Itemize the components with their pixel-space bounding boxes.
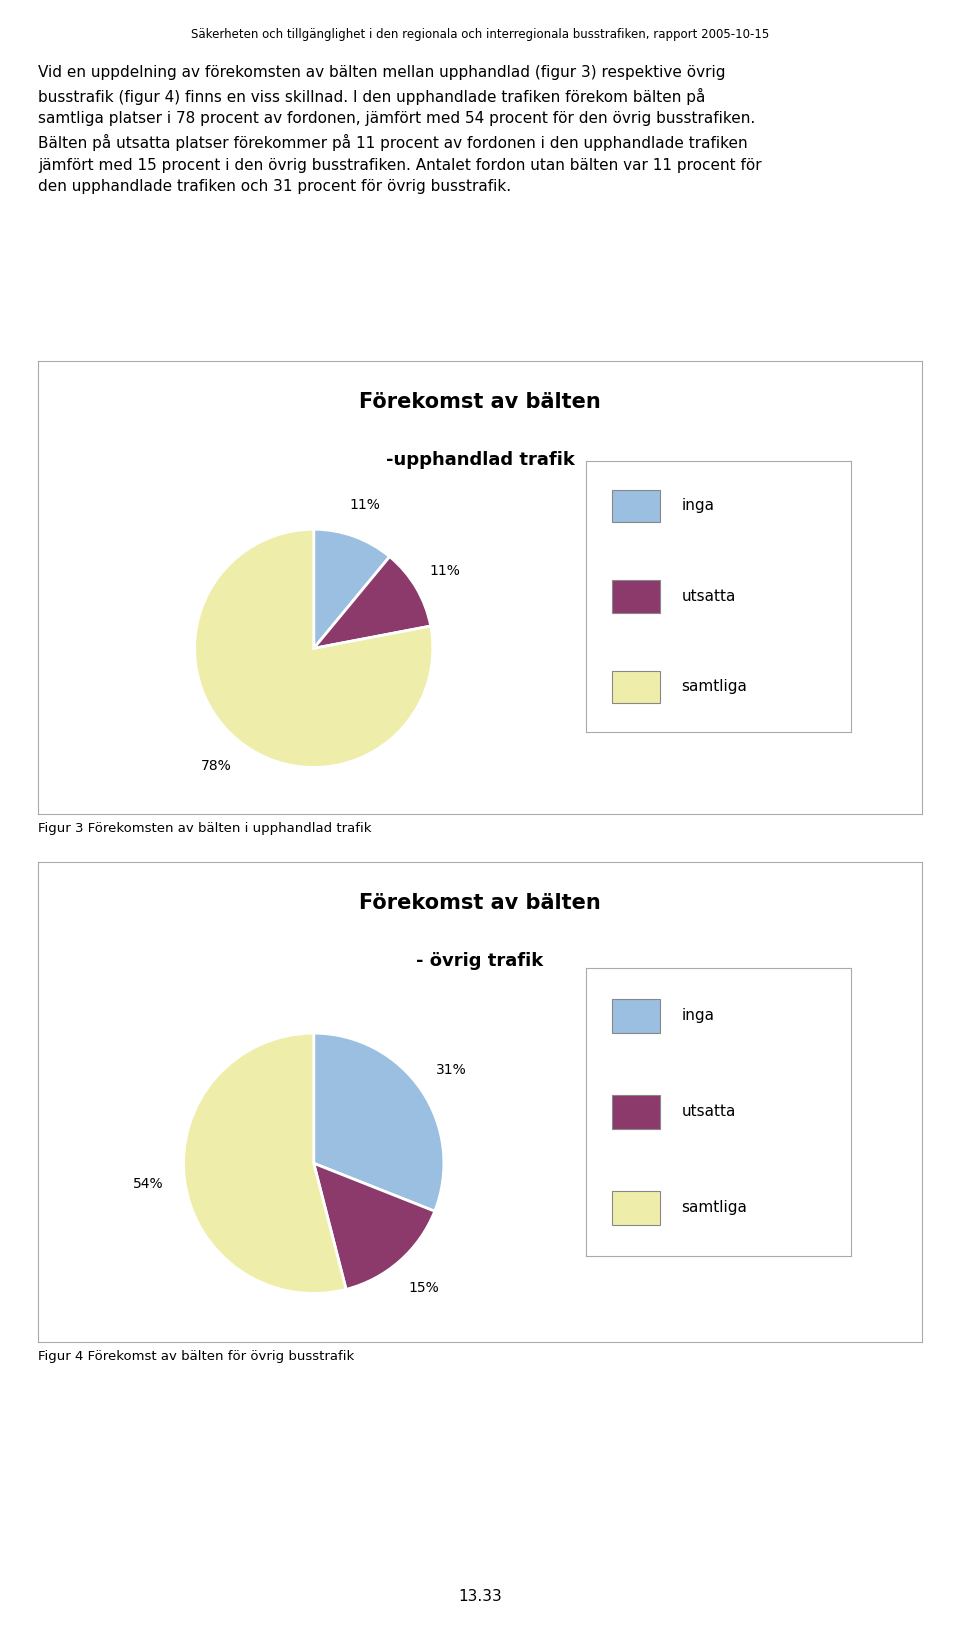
Text: Figur 3 Förekomsten av bälten i upphandlad trafik: Figur 3 Förekomsten av bälten i upphandl… bbox=[38, 822, 372, 835]
Wedge shape bbox=[183, 1033, 347, 1293]
Wedge shape bbox=[314, 1163, 435, 1289]
Bar bbox=[612, 581, 660, 613]
Text: 11%: 11% bbox=[429, 565, 461, 578]
Text: Förekomst av bälten: Förekomst av bälten bbox=[359, 893, 601, 913]
Text: 78%: 78% bbox=[202, 758, 232, 773]
Wedge shape bbox=[314, 556, 431, 648]
Text: utsatta: utsatta bbox=[682, 1105, 735, 1119]
Text: inga: inga bbox=[682, 1009, 714, 1023]
Text: Figur 4 Förekomst av bälten för övrig busstrafik: Figur 4 Förekomst av bälten för övrig bu… bbox=[38, 1350, 354, 1363]
Text: 15%: 15% bbox=[409, 1282, 440, 1295]
Wedge shape bbox=[314, 529, 390, 648]
Bar bbox=[612, 999, 660, 1033]
Text: samtliga: samtliga bbox=[682, 1201, 747, 1215]
Bar bbox=[612, 490, 660, 522]
Text: 54%: 54% bbox=[133, 1178, 164, 1191]
Text: - övrig trafik: - övrig trafik bbox=[417, 952, 543, 970]
Text: samtliga: samtliga bbox=[682, 680, 747, 695]
Text: 13.33: 13.33 bbox=[458, 1588, 502, 1604]
Bar bbox=[612, 1095, 660, 1129]
Text: 31%: 31% bbox=[436, 1062, 467, 1077]
Text: Vid en uppdelning av förekomsten av bälten mellan upphandlad (figur 3) respektiv: Vid en uppdelning av förekomsten av bält… bbox=[38, 65, 762, 194]
Text: Förekomst av bälten: Förekomst av bälten bbox=[359, 392, 601, 412]
Text: inga: inga bbox=[682, 498, 714, 514]
Text: Säkerheten och tillgänglighet i den regionala och interregionala busstrafiken, r: Säkerheten och tillgänglighet i den regi… bbox=[191, 28, 769, 41]
Wedge shape bbox=[314, 1033, 444, 1210]
Text: utsatta: utsatta bbox=[682, 589, 735, 604]
Bar bbox=[612, 1191, 660, 1225]
Wedge shape bbox=[195, 529, 433, 768]
Text: -upphandlad trafik: -upphandlad trafik bbox=[386, 451, 574, 469]
Text: 11%: 11% bbox=[350, 498, 381, 513]
Bar bbox=[612, 670, 660, 703]
